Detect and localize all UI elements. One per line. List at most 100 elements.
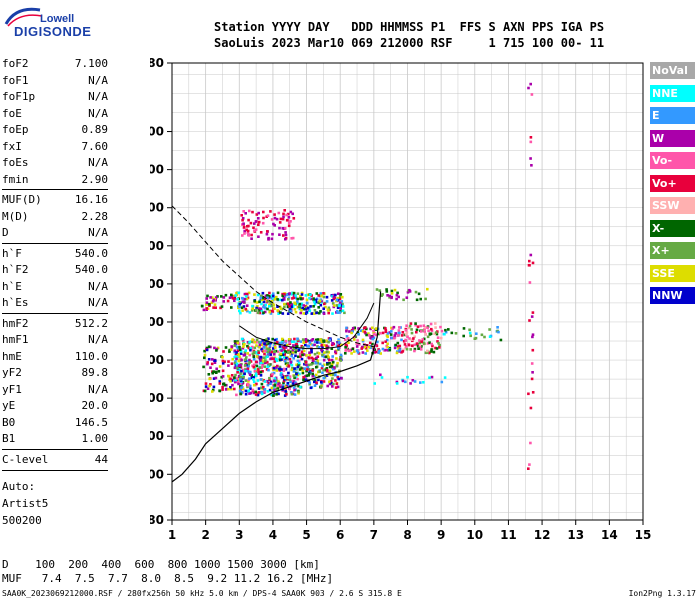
echo-point: [327, 311, 330, 315]
echo-point: [371, 335, 374, 339]
echo-point: [234, 294, 237, 297]
echo-point: [221, 375, 225, 378]
echo-point: [286, 302, 290, 305]
echo-point: [401, 331, 405, 334]
echo-point: [258, 366, 262, 369]
echo-point: [244, 369, 247, 373]
param-separator: [2, 312, 108, 314]
echo-point: [302, 312, 305, 315]
echo-point: [261, 350, 265, 353]
echo-point: [262, 216, 265, 220]
echo-point: [242, 369, 246, 372]
param-name: MUF(D): [2, 193, 42, 206]
echo-point: [393, 288, 397, 292]
echo-point: [440, 380, 444, 384]
echo-point: [320, 348, 323, 352]
echo-point: [276, 309, 279, 312]
echo-point: [292, 347, 296, 351]
echo-point: [241, 309, 244, 312]
echo-point: [259, 370, 263, 374]
x-tick-label: 3: [235, 528, 243, 542]
echo-point: [319, 338, 322, 341]
echo-point: [255, 355, 259, 358]
echo-point: [346, 337, 350, 340]
echo-point: [332, 382, 335, 386]
echo-point: [259, 378, 263, 381]
echo-point: [284, 339, 288, 343]
echo-point: [388, 331, 391, 334]
echo-point: [301, 338, 305, 341]
software-version: Ion2Png 1.3.17: [628, 589, 696, 598]
echo-point: [239, 375, 242, 379]
echo-point: [268, 303, 271, 307]
echo-point: [288, 341, 292, 344]
echo-point: [208, 377, 211, 381]
x-tick-label: 7: [370, 528, 378, 542]
echo-point: [327, 337, 331, 340]
echo-point: [281, 292, 284, 296]
echo-point: [251, 352, 255, 356]
echo-point: [288, 358, 292, 361]
echo-point: [285, 219, 289, 222]
echo-point: [236, 371, 239, 374]
echo-point: [322, 358, 326, 362]
echo-point: [314, 373, 318, 377]
echo-point: [308, 309, 312, 312]
echo-point: [374, 350, 378, 354]
legend-item: Vo+: [650, 174, 695, 192]
echo-point: [266, 355, 269, 358]
echo-point: [308, 351, 311, 354]
echo-point: [284, 350, 287, 353]
echo-point: [330, 362, 334, 366]
echo-point: [313, 340, 317, 343]
echo-point: [286, 312, 290, 315]
echo-point: [255, 382, 258, 386]
echo-point: [278, 365, 282, 369]
header-labels: Station YYYY DAY DDD HHMMSS P1 FFS S AXN…: [214, 20, 605, 34]
echo-point: [282, 389, 286, 393]
param-name: yE: [2, 399, 16, 412]
param-row: yF2 89.8: [2, 365, 108, 381]
echo-point: [316, 351, 319, 355]
echo-point: [395, 293, 399, 297]
echo-point: [285, 385, 289, 388]
echo-point: [395, 351, 399, 355]
echo-point: [269, 357, 272, 361]
echo-point: [220, 305, 224, 308]
echo-point: [443, 376, 447, 379]
echo-point: [385, 334, 389, 337]
echo-point: [406, 335, 409, 338]
echo-point: [212, 298, 216, 302]
echo-point: [305, 374, 309, 377]
echo-point: [353, 350, 356, 353]
echo-point: [266, 294, 269, 297]
echo-point: [331, 302, 335, 305]
echo-point: [271, 350, 274, 354]
param-name: foEp: [2, 123, 29, 136]
echo-point: [230, 306, 233, 309]
echo-point: [290, 293, 293, 296]
echo-point: [244, 368, 247, 371]
echo-point: [435, 347, 439, 350]
echo-point: [211, 296, 214, 299]
echo-point: [273, 379, 276, 383]
echo-point: [309, 386, 313, 390]
echo-point: [229, 377, 232, 381]
echo-point: [268, 348, 272, 352]
echo-point: [362, 326, 366, 330]
echo-point: [216, 295, 219, 298]
echo-point: [213, 361, 217, 364]
echo-point: [285, 364, 289, 367]
echo-point: [306, 306, 310, 310]
echo-point: [321, 345, 324, 348]
echo-point: [344, 338, 347, 342]
echo-point: [393, 336, 397, 339]
echo-point: [303, 362, 306, 366]
echo-point: [396, 350, 399, 353]
echo-point: [276, 298, 279, 301]
echo-point: [263, 388, 267, 391]
param-value: 540.0: [74, 246, 108, 260]
echo-point: [289, 210, 293, 214]
echo-point: [294, 376, 298, 379]
echo-point: [231, 383, 234, 387]
